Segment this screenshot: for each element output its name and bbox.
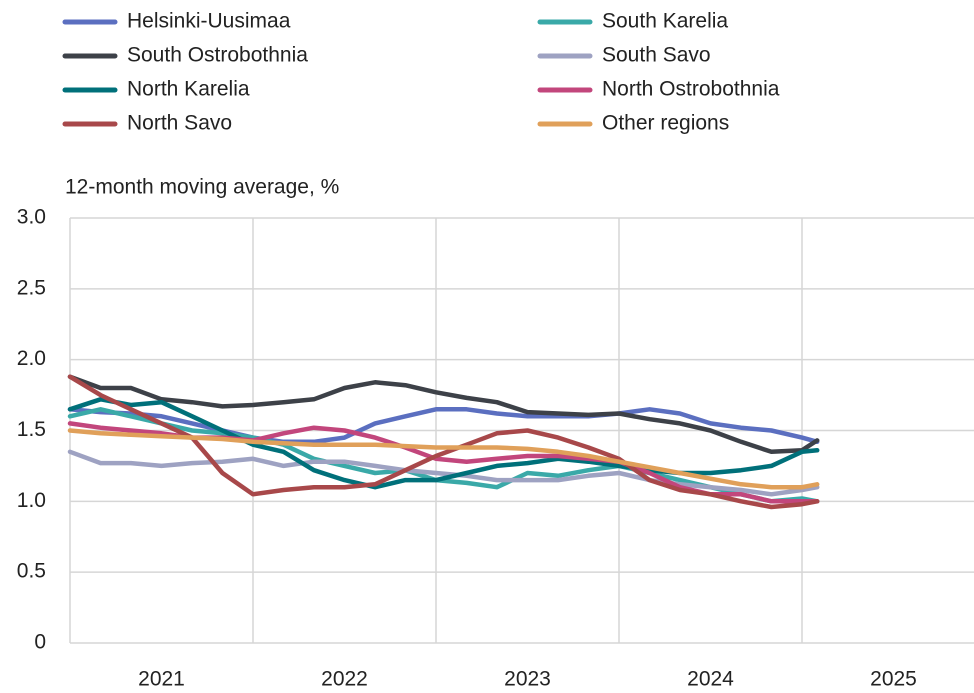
y-tick-label: 3.0 <box>17 206 46 229</box>
series-line <box>67 397 820 490</box>
legend-label: North Ostrobothnia <box>602 78 780 101</box>
y-axis-label: 12-month moving average, % <box>65 176 339 199</box>
x-tick-label: 2023 <box>504 668 551 691</box>
legend-label: South Karelia <box>602 10 728 33</box>
legend-label: South Ostrobothnia <box>127 44 308 67</box>
y-tick-label: 1.0 <box>17 489 46 512</box>
legend-label: Other regions <box>602 112 729 135</box>
y-tick-label: 0.5 <box>17 560 46 583</box>
series-line <box>67 374 820 455</box>
legend-label: Helsinki-Uusimaa <box>127 10 291 33</box>
legend-label: North Savo <box>127 112 232 135</box>
x-tick-label: 2024 <box>687 668 734 691</box>
x-tick-label: 2021 <box>138 668 185 691</box>
legend-label: South Savo <box>602 44 711 67</box>
y-tick-label: 2.0 <box>17 347 46 370</box>
x-tick-label: 2022 <box>321 668 368 691</box>
series-line <box>67 428 820 490</box>
legend-label: North Karelia <box>127 78 250 101</box>
x-tick-label: 2025 <box>870 668 917 691</box>
y-tick-label: 2.5 <box>17 276 46 299</box>
y-tick-label: 0 <box>34 631 46 654</box>
y-tick-label: 1.5 <box>17 418 46 441</box>
series-line <box>67 407 820 445</box>
series-line <box>67 374 820 510</box>
